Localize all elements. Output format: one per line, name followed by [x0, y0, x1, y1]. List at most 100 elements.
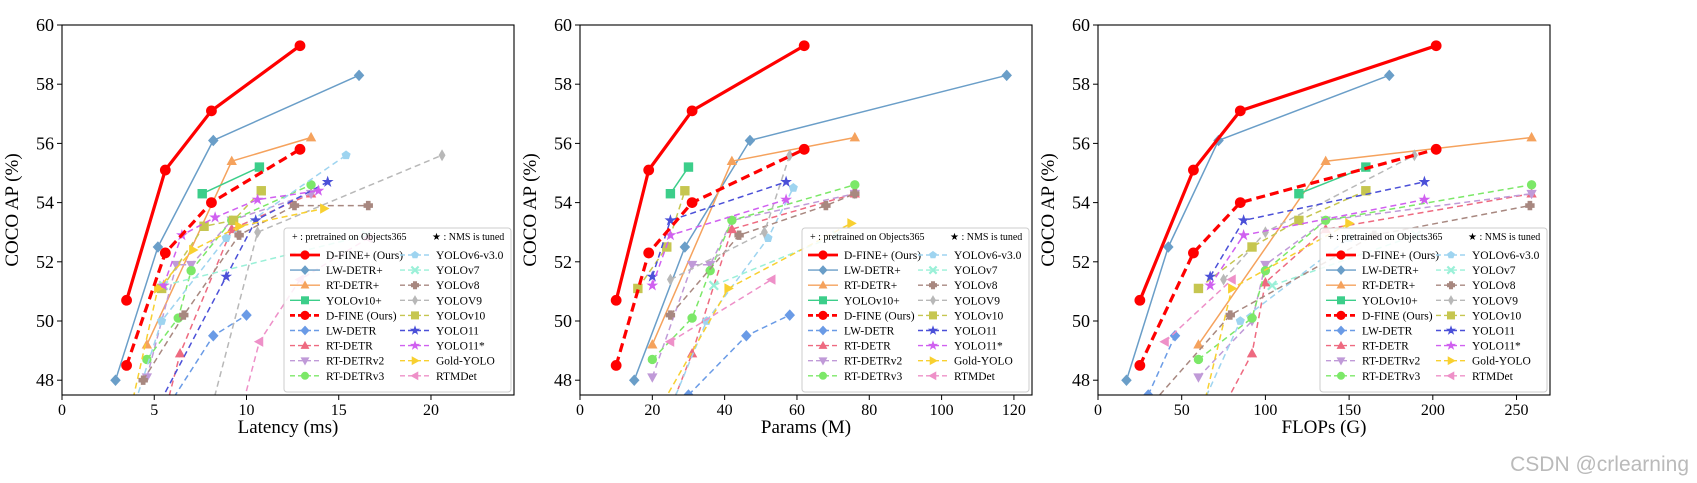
y-tick-label: 54: [554, 193, 572, 213]
data-point: [305, 131, 317, 142]
y-tick-label: 50: [36, 311, 54, 331]
legend-label: YOLOv10+: [326, 295, 382, 307]
data-point: [1226, 274, 1236, 285]
legend-marker: [929, 281, 937, 290]
data-point: [760, 226, 768, 239]
legend-entry-yolov9: YOLOV9: [918, 295, 1000, 307]
data-point: [150, 449, 159, 457]
legend-label: Gold-YOLO: [1472, 356, 1531, 368]
data-point: [641, 465, 649, 473]
data-point: [1188, 247, 1199, 259]
data-point: [1204, 270, 1217, 282]
data-point: [788, 183, 798, 192]
legend-entry-yolo11: YOLO11*: [918, 340, 1003, 353]
legend-entry-rt-detr: RT-DETR: [808, 341, 891, 353]
series-line-rt-detr: [1229, 192, 1532, 395]
legend-label: RT-DETR: [326, 341, 373, 353]
legend-label: YOLO11: [436, 326, 479, 338]
data-point: [686, 260, 698, 271]
data-point: [1247, 313, 1257, 323]
legend-label: YOLOv10: [1472, 310, 1521, 322]
series-d-fine-ours: [610, 40, 810, 306]
legend-label: RTMDet: [954, 371, 996, 383]
legend-entry-yolov6-v3-0: YOLOv6-v3.0: [400, 250, 504, 262]
x-axis-label: Params (M): [761, 417, 851, 438]
legend-entry-rtmdet: RTMDet: [1436, 371, 1514, 383]
data-point: [1267, 280, 1278, 291]
series-gold-yolo: [1205, 218, 1355, 395]
plot-area: [110, 40, 446, 473]
series-line-d-fine-ours: [1138, 44, 1437, 301]
data-point: [110, 374, 121, 386]
data-point: [110, 465, 118, 473]
legend-note-nms: ★ : NMS is tuned: [950, 232, 1022, 243]
y-tick-label: 52: [554, 252, 572, 272]
data-point: [312, 184, 325, 196]
data-point: [1194, 449, 1203, 457]
data-point: [186, 265, 196, 276]
series-lw-detr: [174, 309, 252, 395]
legend-entry-lw-detr: LW-DETR+: [808, 265, 901, 277]
legend-entry-gold-yolo: Gold-YOLO: [400, 356, 495, 368]
series-line-lw-detr: [1147, 335, 1176, 395]
series-rt-detr: [647, 131, 861, 349]
chart-panel-3: 0 50 100 150 200 250 48 50 52 54 56 58 60 FLOPs (G) CO…: [1038, 15, 1551, 457]
series-rt-detrv3: [1193, 180, 1537, 365]
series-d-fine-ours: [1134, 143, 1442, 371]
data-point: [221, 233, 231, 243]
data-point: [666, 273, 674, 286]
data-point: [254, 162, 265, 172]
legend-label: RT-DETRv3: [844, 371, 903, 383]
series-yolov9: [214, 149, 446, 395]
x-tick-label: 60: [789, 402, 805, 419]
series-line-rt-detrv3: [1197, 184, 1532, 361]
data-point: [665, 310, 676, 320]
legend-label: YOLO11*: [1472, 341, 1521, 353]
legend-entry-yolov10: YOLOv10+: [1326, 295, 1418, 307]
data-point: [780, 175, 792, 187]
data-point: [197, 189, 207, 199]
series-line-rtmdet: [1164, 279, 1233, 343]
legend-marker: [412, 295, 418, 306]
legend-marker: [300, 265, 310, 276]
data-point: [744, 134, 756, 147]
legend-marker: [930, 295, 936, 306]
data-point: [686, 197, 698, 209]
data-point: [1430, 143, 1442, 155]
legend-entry-rt-detr: RT-DETR+: [808, 280, 897, 292]
legend-entry-yolov7: YOLOv7: [918, 265, 998, 277]
chart-panel-1: 0 5 10 15 20 48 50 52 54 56 58 60 Latency (ms) COCO A…: [2, 15, 515, 473]
data-point: [1159, 336, 1169, 347]
data-point: [185, 260, 197, 271]
legend-entry-yolov7: YOLOv7: [1436, 265, 1516, 277]
series-rtmdet: [664, 274, 776, 347]
legend-label: YOLOv8: [954, 280, 998, 292]
data-point: [228, 215, 239, 226]
x-tick-label: 200: [1421, 402, 1445, 419]
data-point: [363, 200, 373, 211]
data-point: [610, 294, 622, 306]
legend-entry-yolov8: YOLOv8: [918, 280, 998, 292]
legend-label: YOLOv8: [1472, 280, 1516, 292]
legend-label: LW-DETR: [844, 326, 895, 338]
data-point: [229, 435, 237, 444]
data-point: [1237, 214, 1250, 226]
data-point: [645, 423, 653, 432]
legend-marker: [411, 250, 419, 259]
legend-marker: [929, 250, 937, 259]
series-line-yolov6-v3-0: [136, 154, 347, 395]
legend-marker: [300, 250, 310, 260]
data-point: [1121, 374, 1132, 386]
legend-marker: [929, 356, 938, 366]
x-tick-label: 15: [331, 402, 347, 419]
legend-marker: [927, 325, 939, 335]
legend-marker: [300, 325, 310, 336]
data-point: [647, 354, 658, 365]
watermark: CSDN @crlearning: [1510, 453, 1689, 476]
legend-entry-lw-detr: LW-DETR+: [290, 265, 383, 277]
legend-marker: [410, 371, 419, 381]
legend-entry-d-fine-ours: D-FINE+ (Ours): [290, 250, 403, 262]
series-line-d-fine-ours: [614, 147, 805, 366]
data-point: [154, 283, 164, 294]
